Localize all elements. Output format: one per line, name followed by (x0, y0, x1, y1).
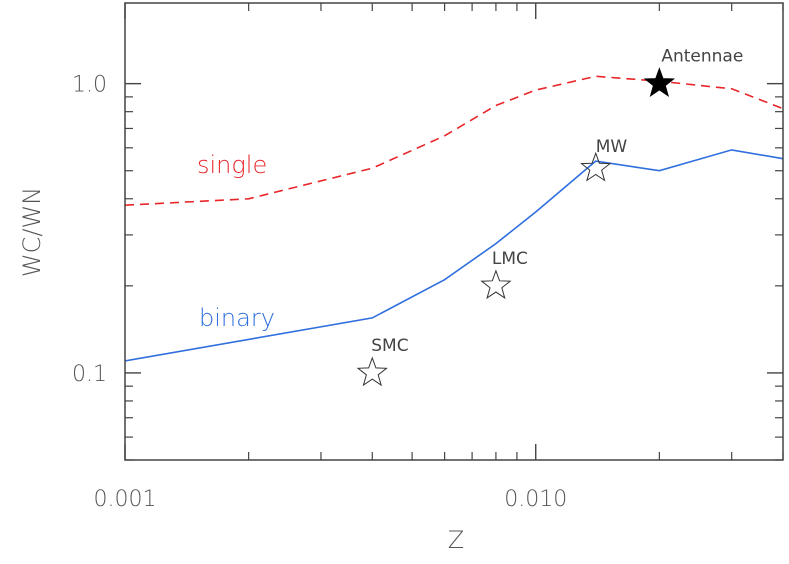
y-axis-title: WC/WN (18, 187, 46, 277)
minor-ticks (125, 3, 784, 461)
star-marker-antennae (643, 67, 676, 97)
x-axis-title: Z (448, 526, 464, 554)
point-label-smc: SMC (371, 336, 408, 356)
tick-labels: 0.001 0.010 0.1 1.0 (72, 73, 567, 512)
points-layer: SMC LMC MW Antennae (356, 47, 743, 387)
series-label-binary: binary (199, 304, 275, 332)
star-marker-lmc (480, 269, 512, 300)
star-marker-mw (580, 151, 612, 182)
major-ticks (124, 3, 783, 460)
series-label-single: single (197, 151, 267, 179)
series-layer (124, 75, 784, 362)
x-tick-label: 0.010 (504, 487, 567, 512)
series-line-single (124, 75, 784, 206)
point-label-lmc: LMC (492, 249, 528, 269)
y-tick-label: 0.1 (72, 362, 107, 387)
x-tick-label: 0.001 (94, 487, 157, 512)
plot-frame (124, 2, 784, 461)
series-line-binary (124, 149, 784, 362)
point-label-mw: MW (596, 137, 628, 157)
y-tick-label: 1.0 (72, 73, 107, 98)
star-marker-smc (356, 356, 388, 387)
point-label-antennae: Antennae (661, 47, 743, 67)
